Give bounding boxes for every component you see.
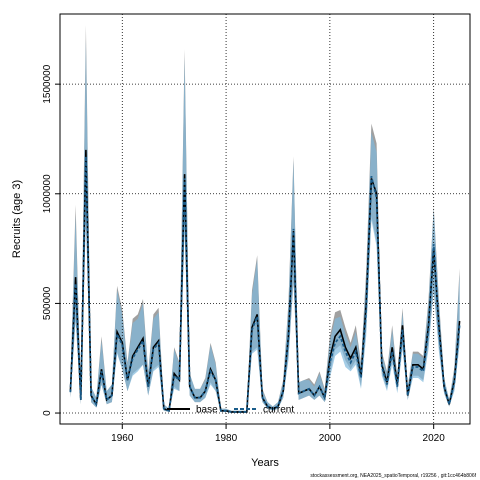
x-axis-title: Years xyxy=(251,457,279,469)
legend-label-current: current xyxy=(263,405,294,416)
x-tick-label-2000: 2000 xyxy=(319,433,342,444)
y-tick-label-0: 0 xyxy=(42,410,53,416)
footer-note: stockassessment.org, NEA2025_spatioTempo… xyxy=(310,473,476,479)
y-tick-label-1500000: 1500000 xyxy=(42,64,53,103)
y-tick-label-1000000: 1000000 xyxy=(42,174,53,213)
series-line-current xyxy=(69,156,461,413)
x-tick-label-1960: 1960 xyxy=(111,433,134,444)
legend-label-base: base xyxy=(196,405,218,416)
series-line-base xyxy=(69,149,461,413)
grid-lines xyxy=(60,14,470,424)
x-axis: 1960 1980 2000 2020 xyxy=(111,424,445,444)
x-tick-label-1980: 1980 xyxy=(215,433,238,444)
plot-frame xyxy=(59,13,471,425)
x-tick-label-2020: 2020 xyxy=(423,433,446,444)
y-axis: 0 500000 1000000 1500000 xyxy=(42,64,60,416)
y-axis-title: Recruits (age 3) xyxy=(11,180,23,258)
y-tick-label-500000: 500000 xyxy=(42,286,53,320)
series-lines xyxy=(69,149,461,413)
legend: base current xyxy=(167,405,294,416)
band-current xyxy=(70,40,460,414)
confidence-bands xyxy=(70,25,460,414)
